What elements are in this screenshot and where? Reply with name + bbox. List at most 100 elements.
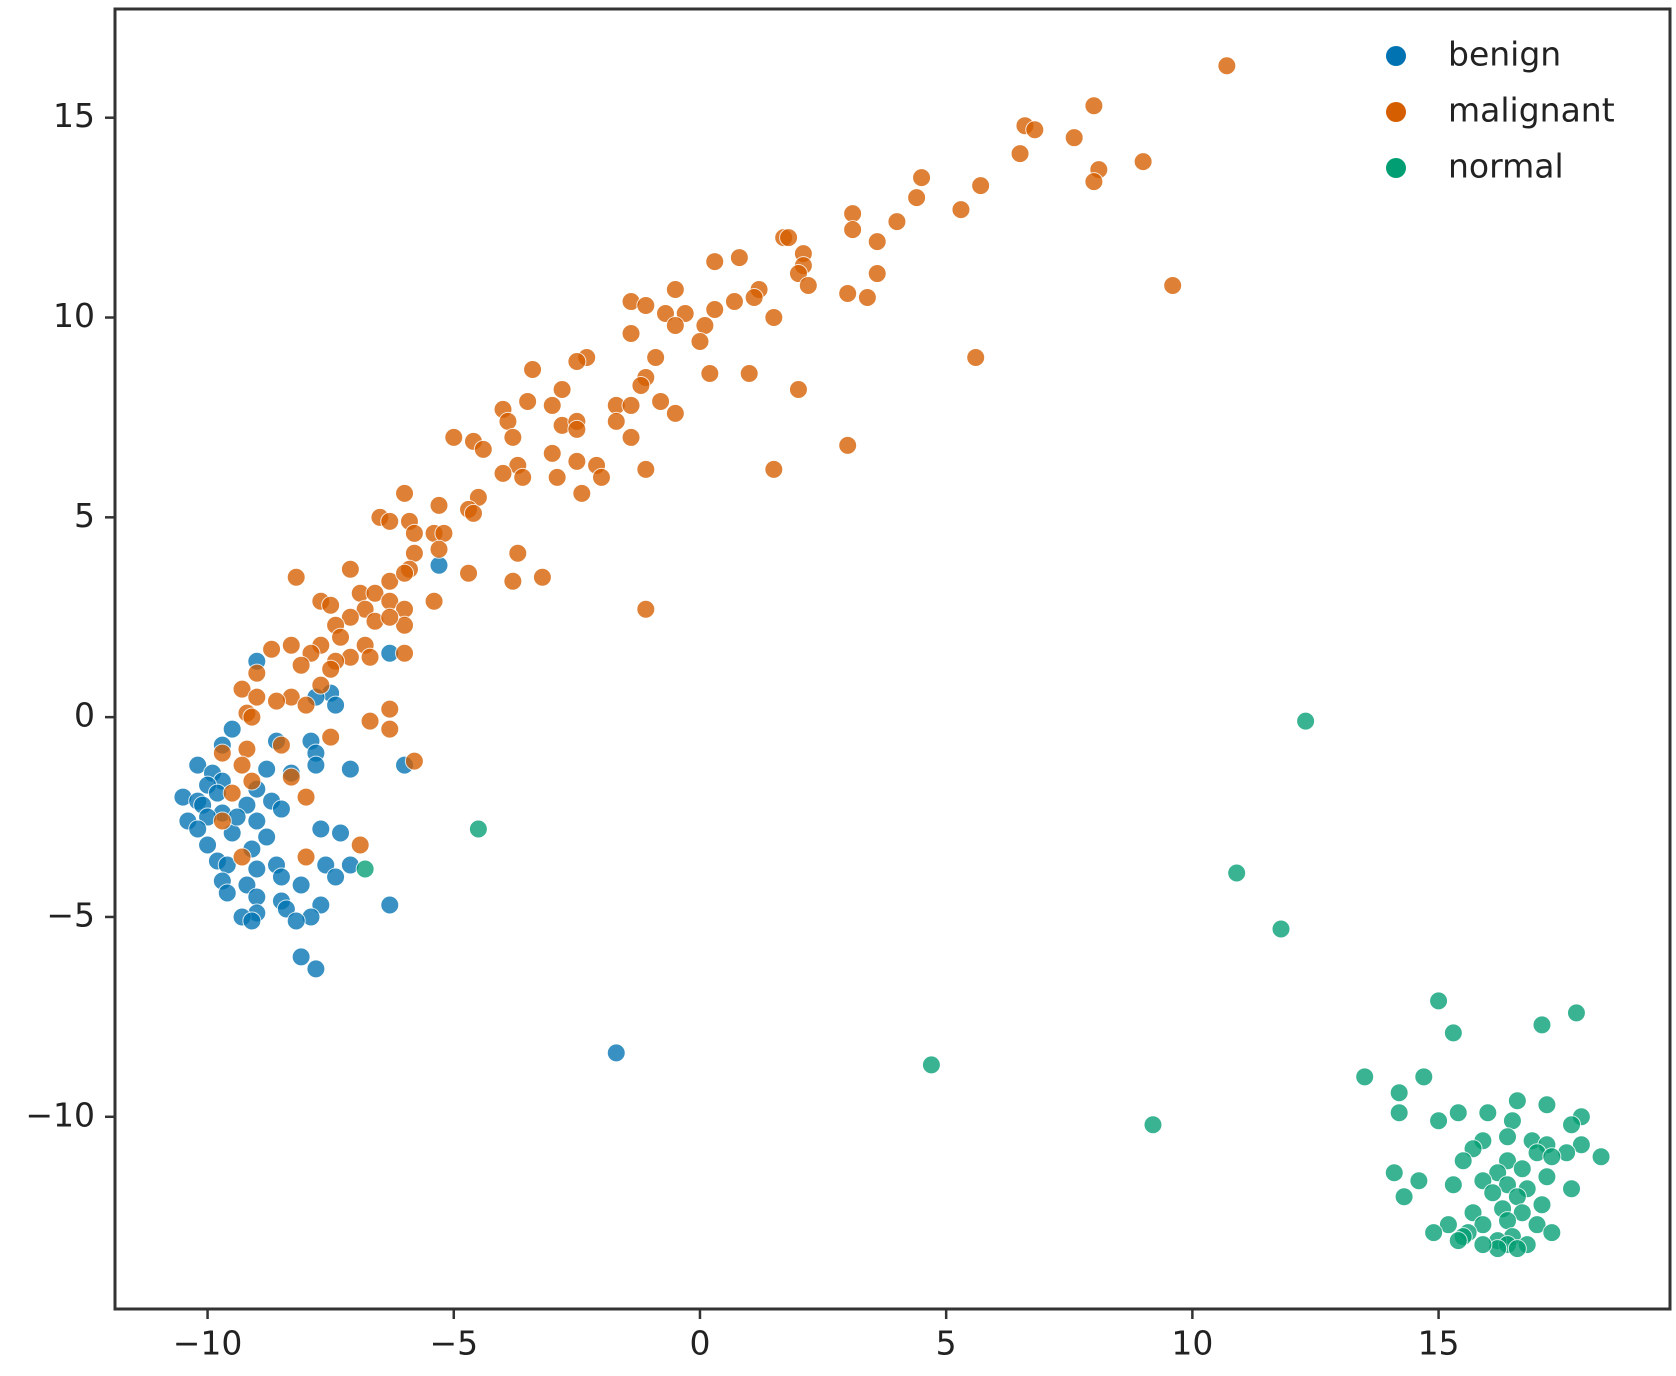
- point: [468, 819, 488, 839]
- point: [395, 643, 415, 663]
- point: [518, 391, 538, 411]
- point: [380, 607, 400, 627]
- point: [508, 543, 528, 563]
- point: [1133, 152, 1153, 172]
- point: [331, 823, 351, 843]
- point: [966, 347, 986, 367]
- x-tick-label: 10: [1171, 1324, 1213, 1363]
- point: [1512, 1203, 1532, 1223]
- point: [271, 799, 291, 819]
- point: [1507, 1091, 1527, 1111]
- legend-label: benign: [1448, 35, 1561, 74]
- point: [971, 176, 991, 196]
- point: [237, 739, 257, 759]
- point: [1537, 1167, 1557, 1187]
- point: [764, 459, 784, 479]
- point: [232, 755, 252, 775]
- point: [1512, 1159, 1532, 1179]
- point: [1483, 1183, 1503, 1203]
- point: [242, 911, 262, 931]
- point: [247, 663, 267, 683]
- point: [321, 659, 341, 679]
- point: [843, 220, 863, 240]
- y-tick-label: 0: [74, 696, 95, 735]
- point: [340, 559, 360, 579]
- point: [1566, 1003, 1586, 1023]
- point: [188, 755, 208, 775]
- point: [1591, 1147, 1611, 1167]
- point: [404, 523, 424, 543]
- point: [262, 639, 282, 659]
- point: [744, 288, 764, 308]
- point: [636, 296, 656, 316]
- point: [331, 627, 351, 647]
- point: [493, 463, 513, 483]
- point: [1453, 1151, 1473, 1171]
- point: [1571, 1135, 1591, 1155]
- point: [1502, 1111, 1522, 1131]
- point: [247, 687, 267, 707]
- point: [459, 563, 479, 583]
- point: [257, 759, 277, 779]
- point: [380, 895, 400, 915]
- point: [542, 395, 562, 415]
- point: [1389, 1103, 1409, 1123]
- x-tick-label: 5: [936, 1324, 957, 1363]
- point: [1438, 1215, 1458, 1235]
- point: [1532, 1195, 1552, 1215]
- point: [513, 467, 533, 487]
- point: [429, 495, 449, 515]
- point: [217, 883, 237, 903]
- point: [729, 248, 749, 268]
- y-tick-label: 10: [53, 296, 95, 335]
- point: [247, 887, 267, 907]
- y-tick-label: 15: [53, 96, 95, 135]
- point: [1394, 1187, 1414, 1207]
- point: [503, 571, 523, 591]
- point: [306, 755, 326, 775]
- point: [1429, 991, 1449, 1011]
- point: [434, 523, 454, 543]
- y-tick-label: −10: [25, 1095, 95, 1134]
- point: [286, 911, 306, 931]
- point: [665, 280, 685, 300]
- point: [547, 467, 567, 487]
- point: [498, 411, 518, 431]
- point: [1414, 1067, 1434, 1087]
- point: [350, 835, 370, 855]
- point: [1409, 1171, 1429, 1191]
- legend-marker: [1386, 158, 1406, 178]
- point: [651, 391, 671, 411]
- point: [291, 947, 311, 967]
- point: [1084, 96, 1104, 116]
- point: [1143, 1115, 1163, 1135]
- point: [271, 735, 291, 755]
- point: [1498, 1211, 1518, 1231]
- point: [636, 599, 656, 619]
- x-tick-label: −10: [173, 1324, 243, 1363]
- point: [424, 591, 444, 611]
- point: [247, 859, 267, 879]
- point: [247, 811, 267, 831]
- point: [326, 695, 346, 715]
- point: [242, 707, 262, 727]
- point: [360, 711, 380, 731]
- point: [1424, 1223, 1444, 1243]
- point: [921, 1055, 941, 1075]
- point: [212, 743, 232, 763]
- point: [838, 284, 858, 304]
- point: [395, 615, 415, 635]
- point: [606, 1043, 626, 1063]
- point: [1389, 1083, 1409, 1103]
- point: [286, 567, 306, 587]
- point: [867, 232, 887, 252]
- legend-marker: [1386, 102, 1406, 122]
- point: [291, 875, 311, 895]
- point: [1542, 1223, 1562, 1243]
- point: [542, 443, 562, 463]
- point: [1532, 1015, 1552, 1035]
- point: [1429, 1111, 1449, 1131]
- point: [887, 212, 907, 232]
- point: [404, 751, 424, 771]
- point: [1542, 1147, 1562, 1167]
